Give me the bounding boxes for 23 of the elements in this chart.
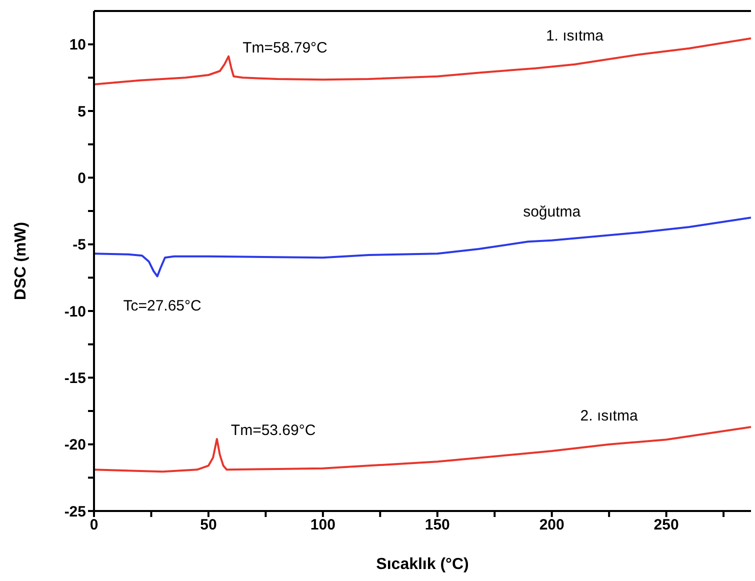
annotation: Tm=53.69°C — [230, 422, 316, 439]
x-tick-label: 150 — [424, 516, 450, 534]
x-tick-label: 200 — [539, 516, 564, 534]
y-tick-label: -25 — [64, 503, 86, 520]
y-tick-label: 5 — [78, 103, 86, 120]
series-label: soğutma — [523, 203, 582, 220]
line-series — [94, 426, 751, 473]
annotation: Tc=27.65°C — [123, 297, 202, 314]
y-tick-label: 10 — [69, 36, 86, 54]
y-tick-label: -10 — [64, 303, 86, 320]
series-label: 2. ısıtma — [580, 407, 638, 424]
y-tick-label: 0 — [78, 170, 86, 187]
annotation: Tm=58.79°C — [242, 39, 328, 56]
y-tick-label: -5 — [72, 236, 86, 254]
series-label: 1. ısıtma — [546, 27, 604, 44]
x-tick-label: 250 — [654, 516, 679, 534]
y-axis-title: DSC (mW) — [12, 222, 30, 300]
x-axis-title: Sıcaklık (°C) — [376, 556, 469, 573]
x-tick-label: 0 — [90, 516, 98, 534]
y-tick-label: -20 — [64, 436, 86, 454]
x-tick-label: 100 — [310, 516, 336, 534]
y-tick-label: -15 — [64, 370, 86, 387]
x-tick-label: 50 — [200, 516, 217, 534]
